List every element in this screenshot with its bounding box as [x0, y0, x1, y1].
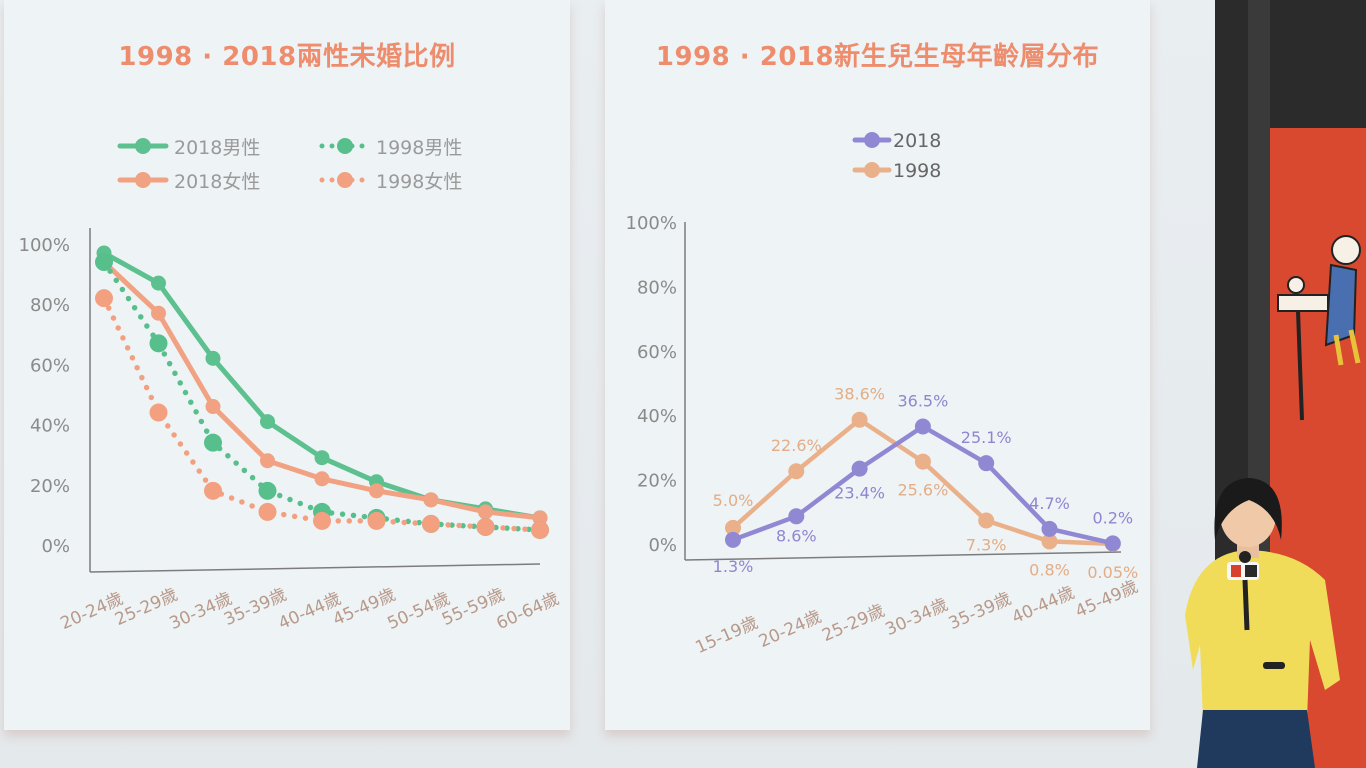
- data-point: [851, 411, 868, 428]
- data-point: [149, 403, 168, 422]
- legend-label: 1998男性: [376, 137, 462, 159]
- data-point: [149, 334, 168, 353]
- data-point: [151, 305, 166, 321]
- legend-swatch-marker: [864, 162, 880, 178]
- legend-swatch-marker: [864, 132, 880, 148]
- x-tick-label: 20-24歲: [756, 607, 825, 652]
- data-label: 0.2%: [1092, 508, 1133, 527]
- data-point: [260, 414, 275, 430]
- y-tick-label: 0%: [41, 536, 70, 557]
- data-point: [531, 520, 549, 539]
- data-point: [314, 471, 330, 487]
- data-label: 5.0%: [713, 491, 754, 510]
- legend-label: 2018女性: [174, 171, 260, 193]
- data-point: [788, 508, 805, 525]
- data-point: [258, 481, 277, 500]
- legend-swatch-marker: [337, 138, 353, 154]
- y-tick-label: 20%: [637, 471, 677, 492]
- y-tick-label: 20%: [30, 476, 70, 497]
- mother-age-distribution-chart: 0% 20% 40% 60% 80% 100% 15-19歲20-24歲25-29歲30-3…: [626, 130, 1142, 658]
- data-point: [260, 453, 275, 469]
- right-chart-title: 1998 · 2018新生兒生母年齡層分布: [655, 42, 1100, 72]
- legend-label: 2018男性: [174, 137, 260, 159]
- right-slide: 1998 · 2018新生兒生母年齡層分布 0% 20% 40% 60% 80% 100%…: [605, 0, 1150, 730]
- y-tick-label: 80%: [30, 295, 70, 316]
- data-point: [95, 253, 113, 272]
- x-tick-label: 40-44歲: [1009, 583, 1078, 628]
- legend-label: 2018: [893, 130, 941, 152]
- presenter: [1185, 478, 1340, 768]
- x-tick-label: 45-49歲: [1072, 577, 1141, 622]
- x-axis-line: [89, 563, 541, 573]
- data-point: [851, 460, 868, 477]
- left-slide: 1998 · 2018兩性未婚比例 0% 20% 40% 60% 80% 100% 20-2…: [4, 0, 570, 730]
- legend-swatch-marker: [135, 138, 151, 154]
- data-point: [788, 463, 805, 480]
- data-label: 1.3%: [713, 557, 754, 576]
- data-point: [978, 455, 995, 472]
- y-tick-label: 60%: [30, 355, 70, 376]
- data-point: [978, 512, 995, 529]
- data-point: [478, 504, 493, 520]
- data-point: [1104, 535, 1121, 552]
- data-label: 38.6%: [834, 385, 885, 404]
- y-tick-label: 80%: [637, 277, 677, 298]
- data-point: [205, 399, 221, 415]
- data-point: [725, 531, 741, 548]
- data-label: 23.4%: [834, 484, 885, 503]
- data-point: [204, 481, 222, 500]
- data-point: [369, 483, 384, 499]
- legend-label: 1998: [893, 160, 941, 182]
- legend-label: 1998女性: [376, 171, 462, 193]
- data-point: [314, 450, 330, 466]
- x-tick-label: 30-34歲: [882, 595, 951, 640]
- legend-swatch-marker: [135, 172, 151, 188]
- data-point: [313, 511, 331, 530]
- legend-swatch-marker: [337, 172, 353, 188]
- data-label: 8.6%: [776, 526, 817, 545]
- data-point: [423, 492, 439, 508]
- data-label: 4.7%: [1029, 494, 1070, 513]
- x-tick-label: 15-19歲: [693, 613, 762, 658]
- data-label: 0.8%: [1029, 560, 1070, 579]
- x-axis-line: [684, 551, 1122, 561]
- data-label: 7.3%: [966, 535, 1007, 554]
- y-tick-label: 40%: [637, 406, 677, 427]
- data-point: [1041, 520, 1058, 537]
- data-point: [725, 519, 741, 536]
- unmarried-ratio-chart: 0%20%40%60%80%100%20-24歲25-29歲30-34歲35-3…: [19, 137, 563, 634]
- data-point: [532, 510, 548, 526]
- y-tick-label: 0%: [648, 535, 677, 556]
- data-label: 36.5%: [897, 391, 948, 410]
- x-tick-label: 35-39歲: [946, 589, 1015, 634]
- data-point: [258, 502, 277, 521]
- data-point: [1041, 533, 1058, 550]
- data-label: 25.1%: [961, 428, 1012, 447]
- y-tick-label: 100%: [626, 213, 677, 234]
- data-point: [367, 511, 386, 530]
- data-point: [914, 418, 931, 435]
- data-point: [95, 289, 113, 308]
- data-point: [204, 433, 222, 452]
- data-label: 0.05%: [1087, 563, 1138, 582]
- banner-illustration: [1277, 235, 1361, 421]
- data-label: 25.6%: [897, 481, 948, 500]
- data-label: 22.6%: [771, 436, 822, 455]
- y-tick-label: 40%: [30, 416, 70, 437]
- data-point: [476, 517, 495, 536]
- left-chart-title: 1998 · 2018兩性未婚比例: [118, 42, 456, 72]
- data-point: [914, 453, 931, 470]
- data-point: [151, 275, 166, 291]
- x-tick-label: 25-29歲: [819, 601, 888, 646]
- data-point: [205, 350, 221, 366]
- y-tick-label: 100%: [19, 235, 70, 256]
- y-tick-label: 60%: [637, 342, 677, 363]
- data-point: [422, 514, 440, 533]
